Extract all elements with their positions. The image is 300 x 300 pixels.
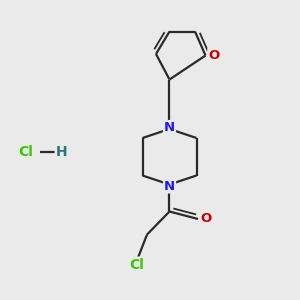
Text: Cl: Cl — [129, 258, 144, 272]
Text: N: N — [164, 121, 175, 134]
Text: Cl: Cl — [18, 145, 33, 158]
Text: N: N — [164, 179, 175, 193]
Text: H: H — [56, 145, 67, 158]
Text: O: O — [200, 212, 212, 226]
Text: O: O — [208, 49, 220, 62]
